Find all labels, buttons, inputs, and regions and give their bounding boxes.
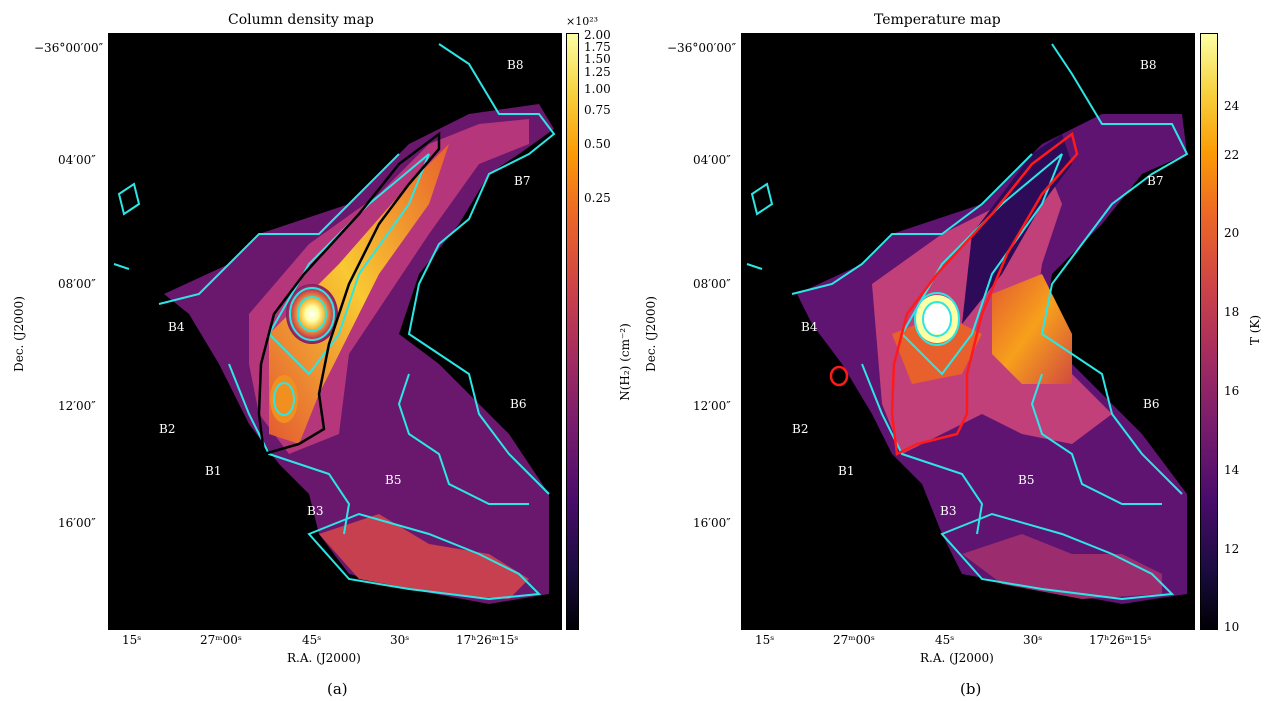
panel-a-xlabel: R.A. (J2000) [287,651,361,665]
ytick-label: 12′00″ [58,399,96,413]
colorbar-tick: 1.00 [584,82,611,96]
xtick-label: 17ʰ26ᵐ15ˢ [1089,633,1152,647]
panel-b-title: Temperature map [874,12,1001,28]
colorbar-tick: 1.25 [584,65,611,79]
colorbar-tick: 1.75 [584,40,611,54]
panel-b-map: B8 B7 B4 B6 B2 B1 B5 B3 [741,33,1195,630]
panel-a-map: B8 B7 B4 B6 B2 B1 B5 B3 [108,33,562,630]
region-label-b3: B3 [307,504,324,518]
region-label-b5: B5 [385,473,402,487]
region-label-b6: B6 [510,397,527,411]
region-label-b8: B8 [1140,58,1157,72]
panel-b-colorbar-label: T (K) [1248,314,1262,346]
colorbar-tick: 24 [1224,99,1240,113]
colorbar-tick: 0.25 [584,191,611,205]
region-label-b1: B1 [838,464,855,478]
region-label-b5: B5 [1018,473,1035,487]
region-label-b2: B2 [159,422,176,436]
colorbar-tick: 18 [1224,305,1240,319]
region-label-b8: B8 [507,58,524,72]
panel-b-xlabel: R.A. (J2000) [920,651,994,665]
colorbar-tick: 1.50 [584,52,611,66]
ytick-label: −36°00′00″ [34,41,104,55]
colorbar-tick: 0.50 [584,137,611,151]
panel-a-sublabel: (a) [327,680,348,698]
ytick-label: −36°00′00″ [667,41,737,55]
panel-b-sublabel: (b) [960,680,982,698]
xtick-label: 15ˢ [755,633,775,647]
region-label-b6: B6 [1143,397,1160,411]
ytick-label: 12′00″ [693,399,731,413]
xtick-label: 27ᵐ00ˢ [200,633,242,647]
colorbar-tick: 16 [1224,384,1240,398]
region-label-b4: B4 [168,320,185,334]
region-label-b2: B2 [792,422,809,436]
panel-a-ylabel: Dec. (J2000) [12,296,26,372]
panel-b-map-graphic [746,43,1189,604]
region-label-b1: B1 [205,464,222,478]
region-label-b4: B4 [801,320,818,334]
colorbar-tick: 12 [1224,542,1240,556]
panel-a-map-graphic [113,43,556,604]
panel-a-colorbar [566,33,579,630]
colorbar-tick: 2.00 [584,28,611,42]
region-label-b7: B7 [514,174,531,188]
region-label-b7: B7 [1147,174,1164,188]
panel-a-title: Column density map [228,12,374,28]
colorbar-multiplier: ×10²³ [566,15,599,28]
panel-b-ylabel: Dec. (J2000) [644,296,658,372]
region-label-b3: B3 [940,504,957,518]
ytick-label: 04′00″ [58,153,96,167]
colorbar-tick: 10 [1224,620,1240,634]
xtick-label: 27ᵐ00ˢ [833,633,875,647]
xtick-label: 45ˢ [302,633,322,647]
xtick-label: 17ʰ26ᵐ15ˢ [456,633,519,647]
colorbar-tick: 20 [1224,226,1240,240]
colorbar-tick: 22 [1224,148,1240,162]
ytick-label: 16′00″ [693,516,731,530]
colorbar-tick: 0.75 [584,103,611,117]
ytick-label: 16′00″ [58,516,96,530]
ytick-label: 08′00″ [58,277,96,291]
colorbar-tick: 14 [1224,463,1240,477]
panel-a-colorbar-label: N(H₂) (cm⁻²) [618,323,632,401]
xtick-label: 15ˢ [122,633,142,647]
xtick-label: 30ˢ [1023,633,1043,647]
ytick-label: 04′00″ [693,153,731,167]
panel-b-colorbar [1200,33,1218,630]
ytick-label: 08′00″ [693,277,731,291]
xtick-label: 45ˢ [935,633,955,647]
xtick-label: 30ˢ [390,633,410,647]
